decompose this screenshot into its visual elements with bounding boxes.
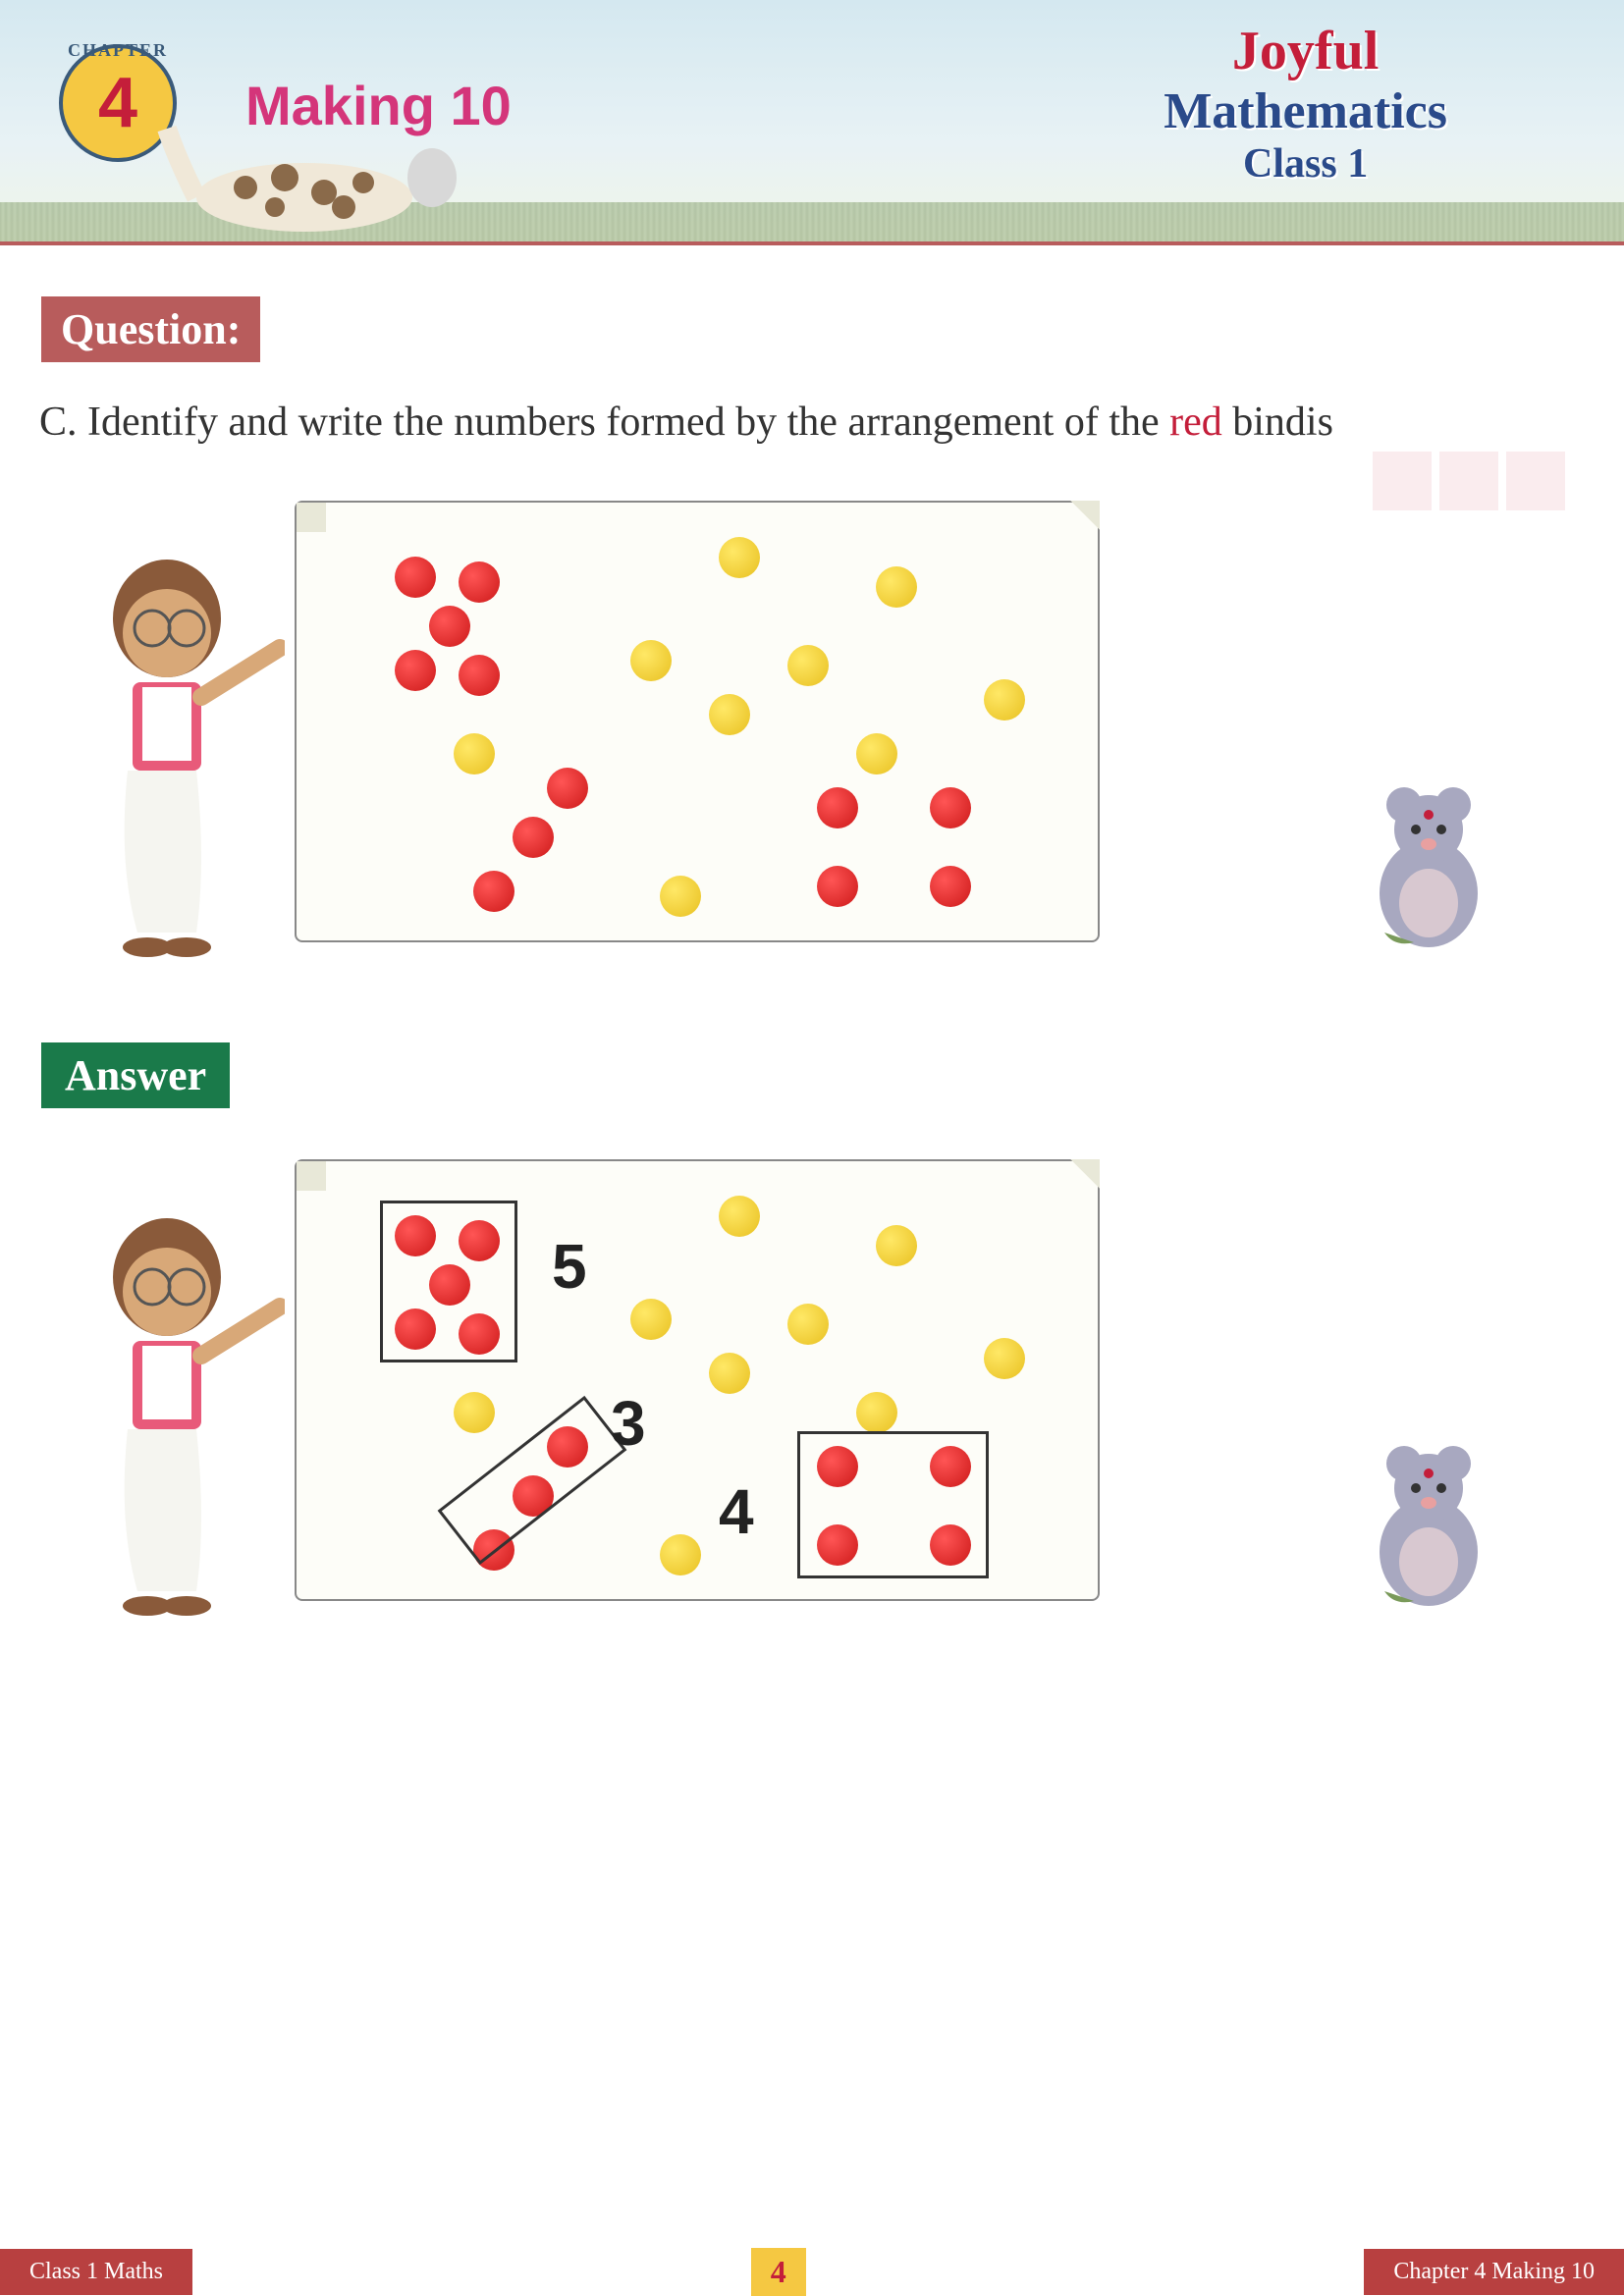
yellow-bindi-dot	[719, 1196, 760, 1237]
boy-character-icon	[59, 1208, 285, 1621]
red-bindi-dot	[395, 557, 436, 598]
book-title: Joyful Mathematics Class 1	[1164, 20, 1447, 187]
boy-character-icon	[59, 550, 285, 962]
page-footer: Class 1 Maths 4 Chapter 4 Making 10	[0, 2247, 1624, 2296]
yellow-bindi-dot	[709, 694, 750, 735]
red-bindi-dot	[817, 787, 858, 828]
yellow-bindi-dot	[984, 1338, 1025, 1379]
yellow-bindi-dot	[787, 1304, 829, 1345]
red-bindi-dot	[930, 866, 971, 907]
book-line2: Mathematics	[1164, 82, 1447, 140]
giraffe-illustration	[128, 109, 471, 237]
red-bindi-dot	[930, 787, 971, 828]
red-bindi-dot	[429, 606, 470, 647]
yellow-bindi-dot	[856, 1392, 897, 1433]
book-line3: Class 1	[1164, 140, 1447, 187]
yellow-bindi-dot	[454, 733, 495, 774]
group-outline-box	[380, 1201, 517, 1362]
book-line1: Joyful	[1164, 20, 1447, 82]
question-text-after: bindis	[1222, 400, 1333, 445]
red-bindi-dot	[817, 866, 858, 907]
bindi-board-question	[295, 501, 1100, 942]
page-content: Question: C. Identify and write the numb…	[0, 245, 1624, 1709]
yellow-bindi-dot	[984, 679, 1025, 721]
mouse-character-icon	[1355, 775, 1502, 952]
answer-number: 4	[719, 1475, 754, 1548]
answer-number: 5	[552, 1230, 587, 1303]
yellow-bindi-dot	[787, 645, 829, 686]
red-bindi-dot	[547, 768, 588, 809]
footer-left: Class 1 Maths	[0, 2249, 192, 2295]
answer-label: Answer	[39, 1041, 232, 1110]
bindi-board-answer: 5 34	[295, 1159, 1100, 1601]
yellow-bindi-dot	[709, 1353, 750, 1394]
group-outline-box	[797, 1431, 989, 1578]
page-header: CHAPTER 4 Making 10 Joyful Mathematics C…	[0, 0, 1624, 245]
mouse-character-icon	[1355, 1434, 1502, 1611]
footer-right: Chapter 4 Making 10	[1364, 2249, 1624, 2295]
answer-number: 3	[611, 1387, 646, 1460]
footer-page-number: 4	[751, 2248, 806, 2296]
red-bindi-dot	[459, 655, 500, 696]
yellow-bindi-dot	[660, 876, 701, 917]
question-illustration	[295, 501, 1375, 972]
yellow-bindi-dot	[876, 566, 917, 608]
yellow-bindi-dot	[660, 1534, 701, 1575]
yellow-bindi-dot	[454, 1392, 495, 1433]
red-bindi-dot	[473, 871, 514, 912]
question-red-word: red	[1169, 400, 1222, 445]
yellow-bindi-dot	[876, 1225, 917, 1266]
chapter-label: CHAPTER	[68, 40, 168, 61]
question-label: Question:	[39, 294, 262, 364]
yellow-bindi-dot	[856, 733, 897, 774]
yellow-bindi-dot	[719, 537, 760, 578]
red-bindi-dot	[459, 561, 500, 603]
yellow-bindi-dot	[630, 640, 672, 681]
question-text: C. Identify and write the numbers formed…	[39, 394, 1585, 452]
yellow-bindi-dot	[630, 1299, 672, 1340]
question-text-before: C. Identify and write the numbers formed…	[39, 400, 1169, 445]
red-bindi-dot	[395, 650, 436, 691]
answer-illustration: 5 34	[295, 1159, 1375, 1630]
red-bindi-dot	[513, 817, 554, 858]
